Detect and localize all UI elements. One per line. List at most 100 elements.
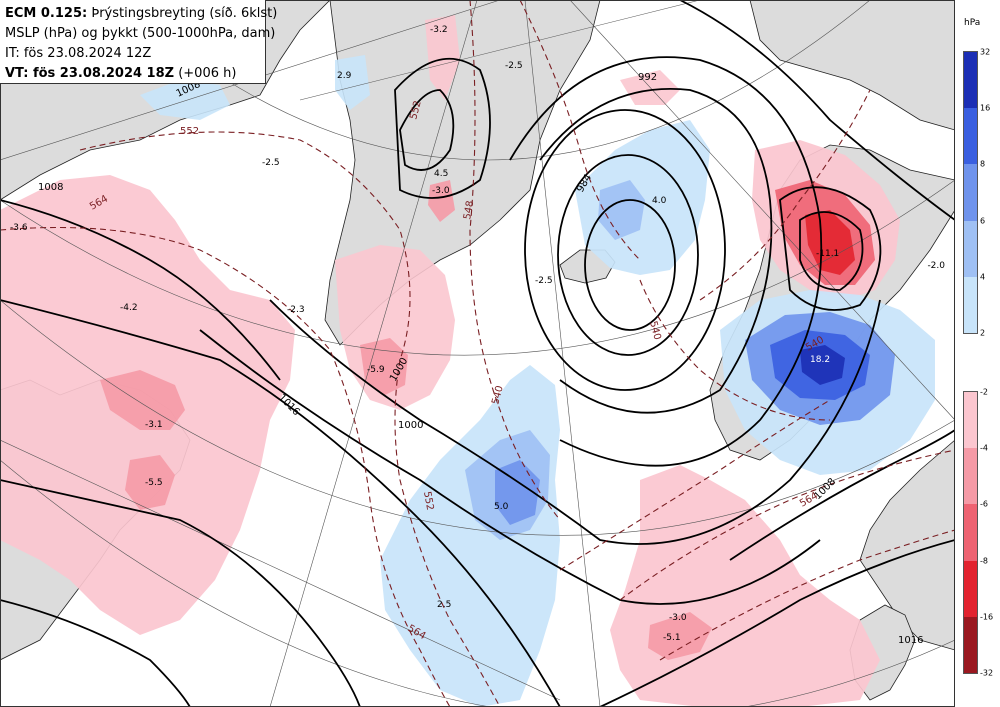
value-label: 2.5	[437, 600, 451, 610]
legend-unit: hPa	[964, 18, 981, 28]
info-line-model: ECM 0.125: Þrýstingsbreyting (síð. 6klst…	[5, 4, 277, 24]
meridian-5	[0, 439, 561, 701]
rise-area-norwegian-sea-mid	[598, 180, 645, 240]
value-label: 4.0	[652, 196, 667, 206]
thickness-564-b	[619, 449, 955, 601]
isobar-1008-a	[0, 299, 561, 707]
isobar-992	[509, 56, 823, 467]
pressure-rise-layer	[140, 55, 935, 707]
isobar-low-2	[557, 154, 699, 356]
value-label: -2.0	[927, 261, 945, 271]
fall-area-greenland	[335, 15, 680, 410]
value-label: 5.0	[494, 502, 509, 512]
isobar-1016	[0, 479, 361, 707]
value-label: -3.1	[145, 420, 163, 430]
legend-swatch	[964, 504, 977, 561]
thickness-lines	[0, 0, 955, 707]
isobar-greenland-high	[399, 89, 455, 171]
legend-tick-label: -2	[980, 387, 988, 397]
legend-tick-label: -6	[980, 499, 988, 509]
thickness-564-c	[659, 529, 955, 661]
legend-tick-label: 16	[980, 103, 991, 113]
isobar-ne	[679, 0, 955, 221]
isobar-label: 1000	[398, 420, 423, 431]
legend-tick-label: 6	[980, 216, 986, 226]
valid-time: VT: fös 23.08.2024 18Z	[5, 66, 175, 81]
value-label: -5.9	[367, 365, 385, 375]
forecast-step: (+006 h)	[174, 66, 237, 81]
legend-swatch	[964, 560, 977, 617]
legend-swatch	[964, 220, 977, 277]
isobar-s	[599, 539, 955, 707]
latitude-2	[0, 299, 955, 536]
isobar-norway-low	[799, 211, 864, 291]
chart-info-box: ECM 0.125: Þrýstingsbreyting (síð. 6klst…	[0, 0, 277, 84]
isobar-label: 992	[638, 72, 657, 83]
fall-area-greenland-deep	[360, 180, 455, 395]
info-line-fields: MSLP (hPa) og þykkt (500-1000hPa, dam)	[5, 26, 276, 41]
isobar-low-3	[524, 109, 726, 391]
thickness-552-a	[79, 131, 501, 707]
legend-swatch	[964, 276, 977, 333]
rise-area-north-sea-core	[800, 345, 845, 385]
value-label: 2.9	[337, 71, 352, 81]
isobars	[0, 0, 955, 707]
value-label: -2.3	[287, 305, 305, 315]
isobar-greenland-high-2	[394, 57, 491, 199]
isobar-984	[539, 88, 773, 414]
legend-tick-label: 4	[980, 272, 986, 282]
legend-swatch	[964, 392, 977, 449]
thickness-label: 552	[421, 491, 435, 512]
latitude-4	[0, 459, 955, 707]
value-label: 18.2	[810, 355, 830, 365]
value-label: -11.1	[816, 249, 839, 259]
thickness-552-b	[699, 89, 871, 301]
thickness-label: 540	[647, 320, 663, 341]
fall-area-norway-core	[805, 210, 855, 275]
isobar-sw	[0, 599, 191, 707]
thickness-label: 552	[408, 99, 424, 120]
graticule	[0, 0, 955, 707]
isobar-1000-b	[199, 329, 821, 605]
value-label: -2.5	[262, 158, 280, 168]
legend-tick-label: -4	[980, 443, 988, 453]
isobar-label: 1016	[898, 635, 923, 646]
legend-swatch	[964, 616, 977, 673]
meridian-1	[269, 0, 478, 707]
isobar-labels: 1000 1000 1008 1008 1008 1016 1016 992 9…	[38, 72, 923, 646]
isobar-se	[729, 429, 955, 561]
legend-tick-label: 32	[980, 47, 991, 57]
value-label: -2.5	[535, 276, 553, 286]
legend-tick-label: -32	[980, 668, 994, 678]
thickness-se	[559, 399, 831, 571]
isobar-1008-b	[0, 199, 281, 381]
rise-area-atlantic-deep	[495, 460, 540, 525]
isobar-label: 1008	[38, 182, 63, 193]
value-label: -3.6	[10, 223, 28, 233]
legend-tick-label: 2	[980, 328, 986, 338]
map-canvas: -3.2 2.9 -2.5 -3.6 -4.2 -3.1 -5.5 -2.3 -…	[0, 0, 955, 707]
value-label: -4.2	[120, 303, 138, 313]
model-name: ECM 0.125:	[5, 6, 88, 21]
value-label: -5.1	[663, 633, 681, 643]
svalbard-land	[749, 0, 955, 131]
legend-swatch	[964, 108, 977, 165]
value-label: -2.5	[505, 61, 523, 71]
thickness-label: 548	[462, 200, 476, 221]
isobar-norway-low-2	[779, 186, 882, 311]
value-label: -3.0	[432, 186, 450, 196]
thickness-564-a	[0, 226, 451, 707]
info-line-valid-time: VT: fös 23.08.2024 18Z (+006 h)	[5, 64, 265, 84]
value-label: -5.5	[145, 478, 163, 488]
latitude-1	[0, 179, 955, 356]
isobar-1000-a	[269, 299, 881, 545]
meridian-2	[524, 0, 601, 707]
pressure-change-labels: -3.2 2.9 -2.5 -3.6 -4.2 -3.1 -5.5 -2.3 -…	[10, 25, 945, 643]
field-description: Þrýstingsbreyting (síð. 6klst)	[87, 6, 278, 21]
thickness-548	[519, 0, 641, 261]
meridian-3	[569, 0, 955, 421]
isobar-low-inner	[584, 199, 676, 331]
fall-area-south-deep	[648, 612, 712, 660]
legend-swatch	[964, 52, 977, 109]
color-legend: hPa 32 16 8 6 4 2 -2 -4 -6 -8 -16 -32	[958, 0, 1000, 707]
